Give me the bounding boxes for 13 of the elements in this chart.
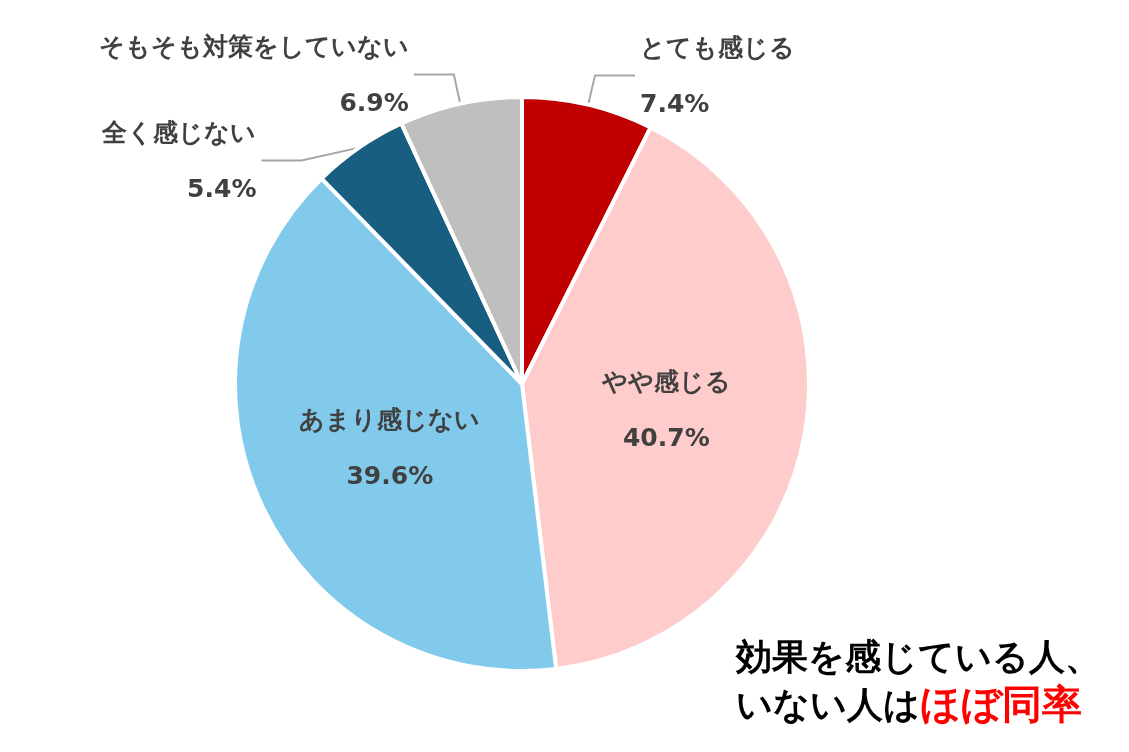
data-label: 6.9% [339, 87, 409, 117]
text: 効果を感じている人、 [735, 635, 1101, 677]
data-label: 7.4% [640, 89, 710, 119]
slice-label: あまり感じない [299, 404, 481, 434]
slice-label: とても感じる [640, 33, 796, 63]
text: ほぼ同率 [920, 681, 1082, 727]
data-label: 5.4% [187, 173, 257, 203]
data-label: 39.6% [346, 460, 434, 490]
text: いない人は [736, 683, 920, 725]
data-label: 40.7% [622, 422, 710, 452]
slice-label: 全く感じない [101, 117, 257, 147]
slice-label: そもそも対策をしていない [98, 31, 409, 61]
slice-label: やや感じる [600, 366, 731, 396]
